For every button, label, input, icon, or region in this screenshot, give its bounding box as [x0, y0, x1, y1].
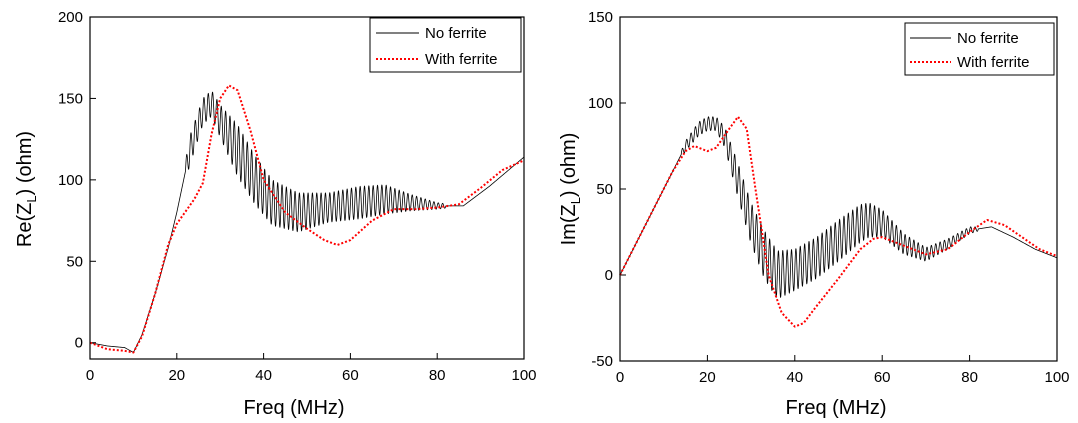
legend-box	[904, 22, 1055, 76]
x-tick-label: 20	[699, 369, 716, 386]
legend: No ferrite With ferrite	[369, 17, 522, 73]
y-tick-label: 100	[58, 172, 83, 189]
legend-label-with-ferrite: With ferrite	[425, 51, 498, 68]
series-line-no-ferrite	[619, 116, 1058, 298]
legend: No ferrite With ferrite	[904, 22, 1055, 76]
plot-frame	[89, 16, 525, 360]
y-tick-label: 100	[588, 95, 613, 112]
series	[89, 84, 525, 354]
y-tick-label: 0	[605, 267, 613, 284]
legend-label-no-ferrite: No ferrite	[957, 30, 1019, 47]
legend-label-with-ferrite: With ferrite	[957, 54, 1030, 71]
y-tick-label: -50	[591, 353, 613, 370]
series-line-with-ferrite	[619, 115, 1058, 328]
im-impedance-chart: Freq (MHz) Im(ZL) (ohm) 0 20 40 60 80 100-500…	[558, 9, 1070, 419]
x-axis-label: Freq (MHz)	[243, 397, 344, 419]
x-tick-label: 0	[616, 369, 624, 386]
series	[619, 115, 1058, 328]
y-tick-label: 150	[58, 90, 83, 107]
x-tick-label: 40	[786, 369, 803, 386]
legend-box	[369, 17, 522, 73]
y-tick-label: 50	[66, 253, 83, 270]
x-tick-label: 100	[1044, 369, 1069, 386]
x-tick-label: 40	[255, 367, 272, 384]
x-tick-label: 100	[511, 367, 536, 384]
series-line-no-ferrite	[89, 91, 525, 353]
x-axis-label: Freq (MHz)	[785, 397, 886, 419]
x-tick-label: 60	[874, 369, 891, 386]
x-tick-label: 20	[168, 367, 185, 384]
y-tick-label: 0	[75, 335, 83, 352]
y-axis-label: Re(ZL) (ohm)	[14, 131, 39, 247]
x-tick-label: 0	[86, 367, 94, 384]
y-tick-label: 200	[58, 9, 83, 26]
x-tick-label: 60	[342, 367, 359, 384]
legend-label-no-ferrite: No ferrite	[425, 25, 487, 42]
y-tick-label: 150	[588, 9, 613, 26]
re-impedance-chart: Freq (MHz) Re(ZL) (ohm) 0 20 40 60 80 100 0 50 1…	[14, 9, 537, 419]
x-tick-label: 80	[429, 367, 446, 384]
series-line-with-ferrite	[89, 84, 525, 354]
plot-frame	[619, 16, 1058, 362]
y-tick-label: 50	[596, 181, 613, 198]
y-axis-label: Im(ZL) (ohm)	[558, 133, 583, 246]
x-tick-label: 80	[961, 369, 978, 386]
